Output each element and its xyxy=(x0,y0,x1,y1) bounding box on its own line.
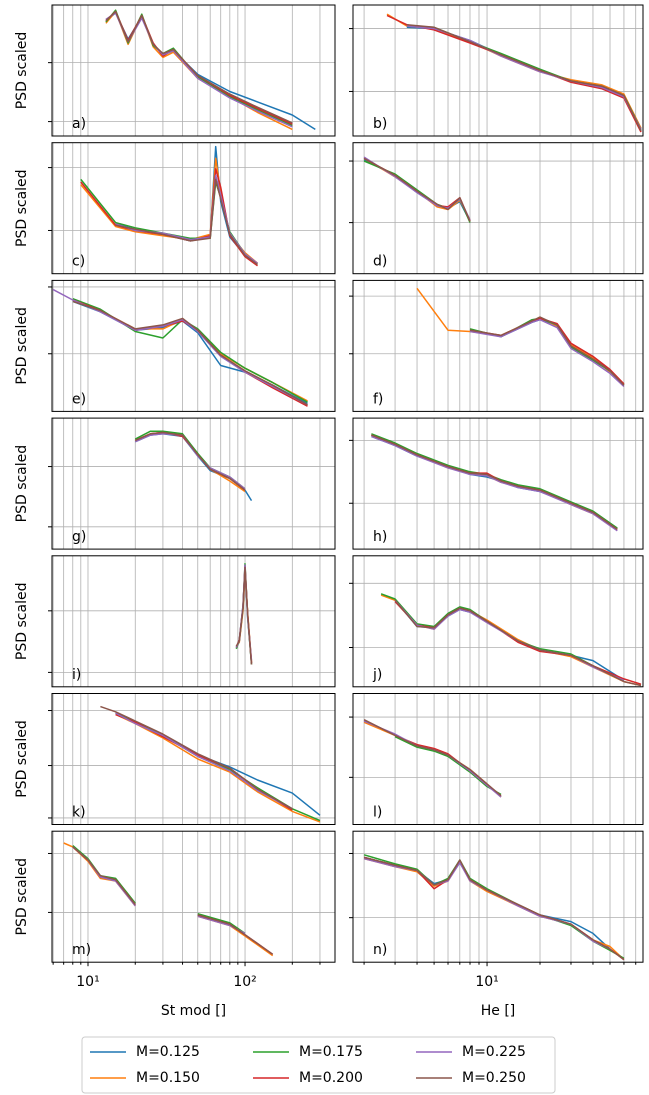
series-line xyxy=(380,593,625,681)
y-axis-label: PSD scaled xyxy=(14,169,30,247)
x-axis-label: St mod [] xyxy=(161,1003,226,1019)
panel-frame xyxy=(51,555,336,688)
series-line xyxy=(115,712,293,810)
series-line xyxy=(363,720,502,798)
series-line xyxy=(371,434,618,531)
x-tick-label: 10² xyxy=(233,974,256,990)
panel-frame xyxy=(51,4,336,137)
series-line xyxy=(72,846,274,955)
series-line xyxy=(394,599,625,681)
series-line xyxy=(105,9,293,127)
panel-label: k) xyxy=(72,805,86,821)
series-line xyxy=(371,435,618,532)
panel-label: m) xyxy=(72,942,91,958)
panel-frame xyxy=(352,693,644,825)
series-line xyxy=(115,713,321,823)
series-line xyxy=(135,431,246,491)
series-line xyxy=(386,13,642,129)
y-axis-label: PSD scaled xyxy=(14,583,30,661)
x-tick-label: 10¹ xyxy=(475,974,498,990)
series-line xyxy=(363,857,625,961)
series-line xyxy=(80,178,258,266)
series-line xyxy=(371,433,618,529)
series-line xyxy=(406,25,642,130)
series-line xyxy=(363,721,502,798)
series-line xyxy=(105,10,293,124)
legend-label: M=0.200 xyxy=(299,1070,363,1086)
y-axis-label: PSD scaled xyxy=(14,720,30,798)
y-axis-label: PSD scaled xyxy=(14,858,30,936)
y-axis-label: PSD scaled xyxy=(14,445,30,523)
series-line xyxy=(363,854,625,959)
panel-frame xyxy=(352,830,644,963)
panel-label: j) xyxy=(372,667,382,683)
series-line xyxy=(469,318,625,388)
series-line xyxy=(363,719,502,797)
y-axis-label: PSD scaled xyxy=(14,307,30,385)
legend-label: M=0.150 xyxy=(136,1070,200,1086)
series-line xyxy=(469,317,625,385)
panel-label: g) xyxy=(72,529,86,545)
panel-label: f) xyxy=(373,391,383,407)
panel-label: d) xyxy=(373,254,387,270)
series-line xyxy=(63,842,274,957)
series-line xyxy=(363,856,625,961)
series-line xyxy=(380,594,642,687)
panel-label: l) xyxy=(373,805,382,821)
series-line xyxy=(394,599,625,681)
series-line xyxy=(105,12,316,131)
series-line xyxy=(135,433,253,501)
series-line xyxy=(72,300,308,406)
series-line xyxy=(72,845,246,935)
x-tick-label: 10¹ xyxy=(76,974,99,990)
series-line xyxy=(105,10,293,125)
series-line xyxy=(406,23,642,132)
series-line xyxy=(72,846,274,955)
series-line xyxy=(469,316,625,386)
series-line xyxy=(469,317,625,386)
series-line xyxy=(363,157,471,222)
series-line xyxy=(135,431,246,491)
panel-frame xyxy=(51,279,336,412)
legend-label: M=0.125 xyxy=(136,1044,200,1060)
series-line xyxy=(386,14,642,133)
legend-label: M=0.250 xyxy=(462,1070,526,1086)
series-line xyxy=(406,25,642,130)
panel-label: i) xyxy=(72,667,81,683)
panel-frame xyxy=(51,693,336,825)
panel-label: a) xyxy=(72,116,86,132)
series-line xyxy=(115,174,258,264)
x-axis-label: He [] xyxy=(481,1003,516,1019)
panel-label: e) xyxy=(72,391,86,407)
y-axis-label: PSD scaled xyxy=(14,32,30,110)
panel-label: n) xyxy=(373,942,387,958)
panel-label: c) xyxy=(72,254,85,270)
series-line xyxy=(363,856,625,961)
legend-label: M=0.225 xyxy=(462,1044,526,1060)
series-line xyxy=(394,599,642,687)
series-line xyxy=(406,26,642,132)
series-line xyxy=(115,178,258,266)
panel-label: h) xyxy=(373,529,387,545)
panel-label: b) xyxy=(373,116,387,132)
series-line xyxy=(100,705,293,810)
panel-frame xyxy=(352,4,644,137)
series-line xyxy=(235,566,253,665)
panel-frame xyxy=(352,555,644,688)
series-line xyxy=(394,736,502,796)
legend-label: M=0.175 xyxy=(299,1044,363,1060)
panel-frame xyxy=(352,417,644,550)
legend-box xyxy=(81,1036,556,1094)
panel-frame xyxy=(352,142,644,275)
panel-frame xyxy=(352,279,644,412)
panel-frame xyxy=(51,417,336,550)
panel-frame xyxy=(51,142,336,275)
panel-frame xyxy=(51,830,336,963)
series-line xyxy=(80,157,258,264)
